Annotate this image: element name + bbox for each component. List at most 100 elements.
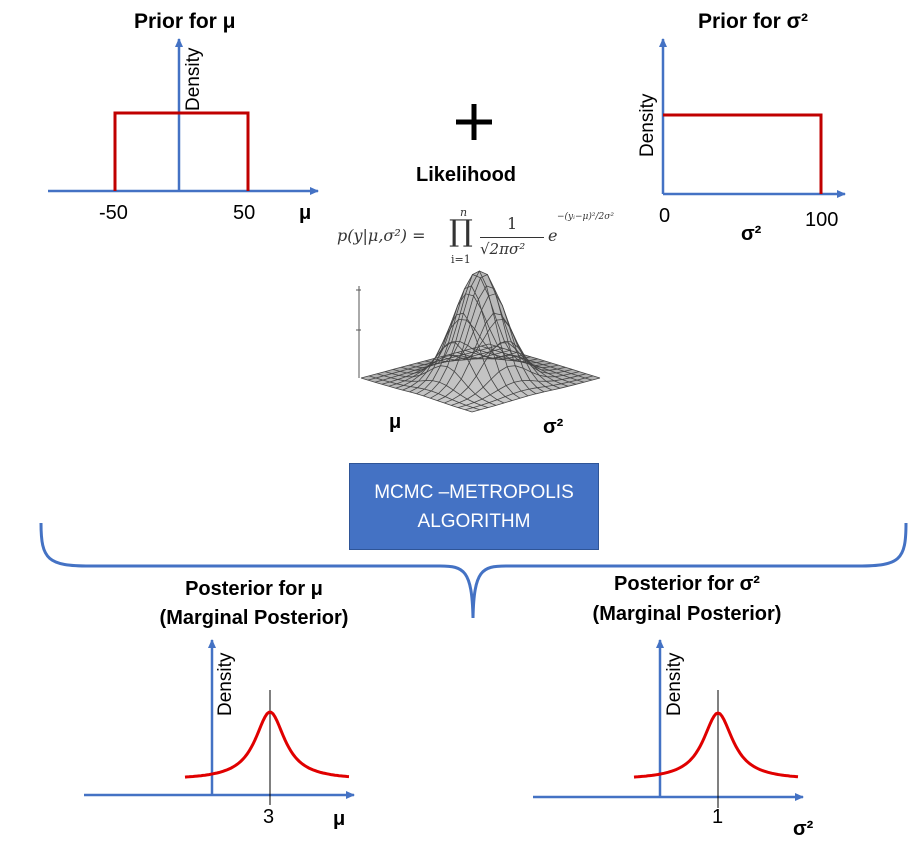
formula-frac-bar xyxy=(480,237,544,238)
posterior-mu-ylabel: Density xyxy=(215,652,236,716)
surface-mesh-line xyxy=(440,318,553,391)
prior-mu-title: Prior for μ xyxy=(134,10,236,33)
formula-exp: −(yᵢ−μ)²/2σ² xyxy=(557,212,614,222)
surface-facet xyxy=(475,387,491,400)
surface-facet xyxy=(425,365,441,381)
surface-facet xyxy=(438,385,454,397)
surface-facet xyxy=(397,376,413,381)
posterior-mu-xlabel: μ xyxy=(333,808,346,830)
prior-sigma-tick-100: 100 xyxy=(805,209,839,231)
posterior-sigma-ylabel: Density xyxy=(664,652,685,716)
surface-facet xyxy=(418,368,434,382)
surface-facet xyxy=(491,371,507,391)
curly-brace xyxy=(39,522,908,619)
prior-mu-tick-right: 50 xyxy=(233,202,256,224)
prior-sigma-uniform-density xyxy=(663,113,823,194)
surface-facet xyxy=(539,375,555,382)
posterior-mu-curve xyxy=(184,710,350,779)
surface-mesh-line xyxy=(464,375,594,411)
surface-facet xyxy=(499,366,515,386)
surface-xlabel: μ xyxy=(389,411,402,433)
surface-facet xyxy=(403,381,419,387)
surface-mesh-line xyxy=(451,365,580,406)
surface-mesh-line xyxy=(472,347,585,383)
prior-mu-xlabel: μ xyxy=(299,202,312,224)
prior-mu-ylabel: Density xyxy=(183,47,204,111)
prior-sigma-plot xyxy=(659,38,846,198)
surface-facet xyxy=(514,380,530,391)
formula-prod-top: n xyxy=(460,206,468,219)
surface-mesh-line xyxy=(448,340,561,389)
formula-prod-bottom: i=1 xyxy=(451,253,471,266)
surface-facet xyxy=(515,365,531,381)
surface-facet xyxy=(486,285,502,315)
prior-mu-plot xyxy=(48,38,319,195)
surface-facet xyxy=(409,387,425,394)
surface-facet xyxy=(530,380,546,388)
surface-mesh-line xyxy=(456,352,569,387)
surface-mesh-line xyxy=(457,373,587,408)
posterior-mu-peak-tick: 3 xyxy=(263,806,275,828)
prior-sigma-tick-0: 0 xyxy=(659,205,671,227)
posterior-sigma-xlabel: σ² xyxy=(793,818,814,840)
surface-facet xyxy=(506,382,522,394)
surface-facet xyxy=(529,387,544,394)
posterior-sigma-plot xyxy=(533,639,804,808)
surface-facet xyxy=(478,285,494,324)
surface-facet xyxy=(507,365,523,383)
plus-sign xyxy=(456,104,492,140)
prior-mu-tick-left: -50 xyxy=(99,202,128,224)
likelihood-title: Likelihood xyxy=(416,164,516,186)
surface-facet xyxy=(468,376,484,394)
surface-facet xyxy=(433,342,449,369)
surface-mesh-line xyxy=(444,342,573,404)
prior-sigma-ylabel: Density xyxy=(637,93,658,157)
surface-facet xyxy=(432,365,448,383)
posterior-mu-title-line1: Posterior for μ xyxy=(185,578,323,600)
formula-exp-base: e xyxy=(548,226,558,245)
surface-mesh-line xyxy=(430,285,559,399)
surface-facet xyxy=(521,389,536,396)
surface-mesh-line xyxy=(480,345,593,381)
likelihood-formula: p(y|μ,σ²) = n ∏ i=1 1 √2πσ² e −(yᵢ−μ)²/2… xyxy=(337,206,627,268)
surface-facet xyxy=(485,313,501,351)
posterior-sigma-title-line2: (Marginal Posterior) xyxy=(592,603,782,625)
surface-facet xyxy=(410,380,426,388)
surface-mesh-line xyxy=(432,293,545,393)
mcmc-metropolis-box: MCMC –METROPOLIS ALGORITHM xyxy=(349,463,599,550)
surface-facet xyxy=(439,366,455,386)
surface-facet xyxy=(402,386,418,392)
surface-facet xyxy=(431,382,447,394)
prior-sigma-xlabel: σ² xyxy=(741,223,762,245)
surface-facet xyxy=(424,380,440,391)
formula-prod: ∏ xyxy=(449,214,473,249)
surface-facet xyxy=(417,380,433,390)
surface-facet xyxy=(541,369,557,374)
formula-frac-den: √2πσ² xyxy=(480,240,526,258)
mcmc-box-line2: ALGORITHM xyxy=(417,510,531,532)
prior-sigma-title: Prior for σ² xyxy=(698,10,809,33)
prior-mu-uniform-density xyxy=(113,111,250,191)
likelihood-surface-plot xyxy=(356,270,601,413)
formula-lhs: p(y|μ,σ²) = xyxy=(337,226,426,245)
surface-facet xyxy=(531,372,547,382)
surface-facet xyxy=(476,362,492,388)
surface-ylabel: σ² xyxy=(543,416,564,438)
surface-facet xyxy=(404,375,420,382)
surface-facet xyxy=(540,371,556,377)
formula-frac-num: 1 xyxy=(507,214,518,233)
surface-mesh-line xyxy=(488,343,601,379)
surface-facet xyxy=(446,371,462,391)
surface-facet xyxy=(423,391,439,399)
posterior-sigma-title-line1: Posterior for σ² xyxy=(614,573,760,595)
posterior-mu-title-line2: (Marginal Posterior) xyxy=(159,607,349,629)
surface-mesh-line xyxy=(471,377,601,413)
surface-facet xyxy=(479,271,495,289)
posterior-sigma-curve xyxy=(633,711,799,779)
mcmc-box-line1: MCMC –METROPOLIS xyxy=(374,481,574,503)
posterior-sigma-peak-tick: 1 xyxy=(712,806,724,828)
surface-mesh-line xyxy=(424,273,537,395)
surface-facet xyxy=(469,342,485,377)
surface-mesh-line xyxy=(437,312,566,401)
